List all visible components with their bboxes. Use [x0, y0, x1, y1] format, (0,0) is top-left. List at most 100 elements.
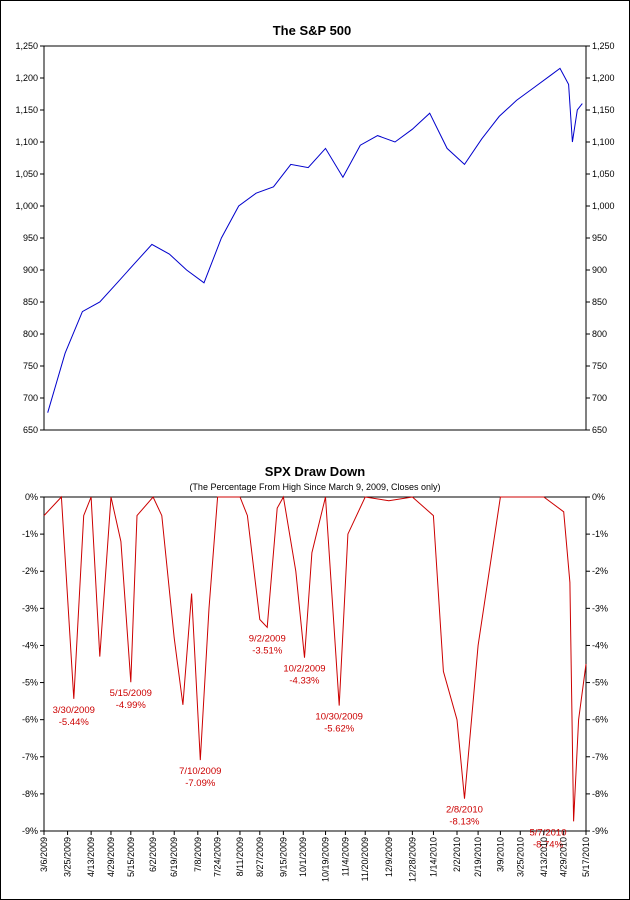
chart2-annotations: 3/30/2009-5.44%5/15/2009-4.99%7/10/2009-… — [53, 633, 567, 850]
chart1-y-axis: 650 650 700 700 750 750 800 800 850 850 900 900 950 9… — [15, 41, 614, 435]
chart2-xtick-label: 4/29/2009 — [106, 837, 116, 877]
chart1-title: The S&P 500 — [273, 23, 352, 38]
chart2-ytick-label-right: -9% — [592, 826, 608, 836]
chart1-ytick-label-left: 800 — [23, 329, 38, 339]
chart2-xtick-label: 1/14/2010 — [428, 837, 438, 877]
chart2-xtick-label: 8/27/2009 — [255, 837, 265, 877]
chart1-series-line — [47, 67, 583, 413]
chart2-ytick-label-right: -5% — [592, 678, 608, 688]
chart2-ytick-label-right: 0% — [592, 492, 605, 502]
chart1-ytick-label-right: 700 — [592, 393, 607, 403]
chart2-ytick-label-right: -2% — [592, 566, 608, 576]
chart2-x-axis: 3/6/2009 3/25/2009 4/13/2009 4/29/2009 5/15/… — [39, 831, 591, 882]
annotation-value: -5.44% — [59, 717, 90, 728]
chart2-xtick-label: 3/25/2010 — [515, 837, 525, 877]
chart2-xtick-label: 8/11/2009 — [235, 837, 245, 876]
annotation-date: 10/2/2009 — [283, 664, 325, 675]
chart2-xtick-label: 5/15/2009 — [126, 837, 136, 877]
chart2-ytick-label-right: -1% — [592, 529, 608, 539]
chart2-xtick-label: 6/19/2009 — [169, 837, 179, 877]
chart1-ytick-label-right: 1,100 — [592, 137, 615, 147]
annotation-value: -4.99% — [116, 700, 147, 711]
annotation-value: -4.33% — [289, 676, 320, 687]
chart1-ytick-label-left: 750 — [23, 361, 38, 371]
chart2-subtitle: (The Percentage From High Since March 9,… — [189, 482, 440, 492]
chart2-xtick-label: 5/17/2010 — [581, 837, 591, 877]
chart2-xtick-label: 7/8/2009 — [193, 837, 203, 872]
chart1-ytick-label-left: 1,100 — [15, 137, 38, 147]
chart2-ytick-label-left: -9% — [22, 826, 38, 836]
chart1-ytick-label-right: 650 — [592, 425, 607, 435]
annotation-date: 9/2/2009 — [249, 633, 286, 644]
chart1-ytick-label-left: 900 — [23, 265, 38, 275]
chart1-ytick-label-left: 850 — [23, 297, 38, 307]
chart1-ytick-label-right: 900 — [592, 265, 607, 275]
chart2-xtick-label: 3/25/2009 — [63, 837, 73, 877]
chart2-ytick-label-left: 0% — [25, 492, 38, 502]
chart2-xtick-label: 4/13/2009 — [86, 837, 96, 877]
chart2-xtick-label: 10/1/2009 — [298, 837, 308, 877]
chart2-ytick-label-right: -4% — [592, 640, 608, 650]
chart2-ytick-label-left: -4% — [22, 640, 38, 650]
chart1-ytick-label-right: 1,200 — [592, 73, 615, 83]
chart2-ytick-label-right: -6% — [592, 715, 608, 725]
chart2-ytick-label-right: -8% — [592, 789, 608, 799]
annotation-value: -7.09% — [185, 778, 216, 789]
chart1-ytick-label-left: 1,150 — [15, 105, 38, 115]
chart2-xtick-label: 4/29/2010 — [559, 837, 569, 877]
chart1-ytick-label-left: 1,050 — [15, 169, 38, 179]
chart2-xtick-label: 10/19/2009 — [321, 837, 331, 882]
annotation-value: -8.74% — [533, 839, 564, 850]
chart2-xtick-label: 9/15/2009 — [278, 837, 288, 877]
chart1-ytick-label-right: 1,050 — [592, 169, 615, 179]
chart1-ytick-label-left: 950 — [23, 233, 38, 243]
annotation-value: -8.13% — [449, 817, 480, 828]
chart2-ytick-label-left: -8% — [22, 789, 38, 799]
annotation-date: 7/10/2009 — [179, 766, 221, 777]
chart2-xtick-label: 6/2/2009 — [148, 837, 158, 872]
chart2-ytick-label-left: -3% — [22, 603, 38, 613]
chart1-ytick-label-right: 950 — [592, 233, 607, 243]
chart2-xtick-label: 11/4/2009 — [340, 837, 350, 876]
annotation-date: 5/7/2010 — [530, 827, 567, 838]
chart2-ytick-label-left: -5% — [22, 678, 38, 688]
chart2-xtick-label: 3/9/2010 — [495, 837, 505, 872]
chart2-xtick-label: 7/24/2009 — [213, 837, 223, 877]
chart2-xtick-label: 3/6/2009 — [39, 837, 49, 872]
annotation-date: 3/30/2009 — [53, 705, 95, 716]
chart2-title: SPX Draw Down — [265, 464, 365, 479]
chart1-ytick-label-left: 700 — [23, 393, 38, 403]
chart1-ytick-label-right: 1,000 — [592, 201, 615, 211]
annotation-date: 2/8/2010 — [446, 805, 483, 816]
chart2-xtick-label: 12/28/2009 — [407, 837, 417, 882]
chart1-ytick-label-left: 1,250 — [15, 41, 38, 51]
annotation-date: 10/30/2009 — [315, 712, 363, 723]
chart2-ytick-label-right: -7% — [592, 752, 608, 762]
chart1-ytick-label-right: 1,150 — [592, 105, 615, 115]
annotation-date: 5/15/2009 — [110, 688, 152, 699]
chart2-ytick-label-left: -6% — [22, 715, 38, 725]
chart2-y-axis: 0% 0% -1% -1% -2% -2% -3% -3% -4% -4% -5% -5% -6% -6%… — [22, 492, 608, 836]
chart2-xtick-label: 12/9/2009 — [384, 837, 394, 877]
chart2-ytick-label-left: -7% — [22, 752, 38, 762]
annotation-value: -3.51% — [252, 645, 283, 656]
chart2-xtick-label: 2/2/2010 — [452, 837, 462, 872]
annotation-value: -5.62% — [324, 724, 355, 735]
chart2-xtick-label: 4/13/2010 — [539, 837, 549, 877]
chart1-ytick-label-right: 800 — [592, 329, 607, 339]
chart2-ytick-label-left: -2% — [22, 566, 38, 576]
chart2-series-line — [43, 495, 587, 822]
chart1-ytick-label-right: 1,250 — [592, 41, 615, 51]
chart2-xtick-label: 2/19/2010 — [473, 837, 483, 877]
chart2-ytick-label-left: -1% — [22, 529, 38, 539]
chart1-ytick-label-left: 650 — [23, 425, 38, 435]
chart1-ytick-label-right: 750 — [592, 361, 607, 371]
chart1-ytick-label-right: 850 — [592, 297, 607, 307]
chart2-xtick-label: 11/20/2009 — [360, 837, 370, 881]
chart1-ytick-label-left: 1,000 — [15, 201, 38, 211]
chart2-ytick-label-right: -3% — [592, 603, 608, 613]
chart1-ytick-label-left: 1,200 — [15, 73, 38, 83]
